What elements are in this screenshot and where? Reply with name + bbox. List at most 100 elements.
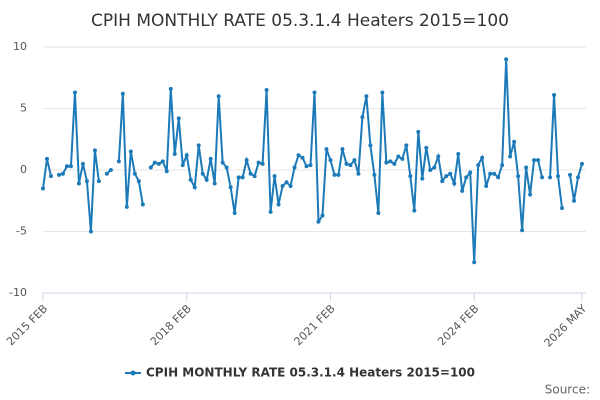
- point: [560, 206, 565, 211]
- point: [572, 198, 577, 203]
- point: [44, 156, 49, 161]
- point: [108, 168, 113, 172]
- point: [192, 185, 197, 190]
- x-tick-label: 2026 MAY: [542, 302, 590, 350]
- point: [400, 156, 405, 161]
- point: [316, 219, 321, 224]
- point: [264, 88, 269, 93]
- point: [276, 202, 281, 207]
- point: [336, 172, 341, 177]
- point: [304, 164, 309, 169]
- y-tick-label: 0: [20, 163, 27, 176]
- point: [280, 183, 285, 188]
- point: [196, 143, 201, 148]
- point: [580, 161, 584, 166]
- point: [456, 152, 461, 157]
- point: [292, 165, 297, 170]
- point: [348, 163, 353, 168]
- point: [240, 175, 245, 180]
- point: [312, 90, 317, 95]
- point: [460, 188, 465, 193]
- point: [372, 172, 377, 177]
- point: [236, 175, 241, 180]
- point: [352, 158, 357, 163]
- point: [148, 165, 153, 170]
- point: [268, 209, 273, 214]
- point: [556, 174, 561, 179]
- point: [364, 94, 369, 99]
- point: [408, 174, 413, 179]
- point: [436, 154, 441, 159]
- point: [532, 158, 537, 163]
- point: [516, 174, 521, 179]
- y-tick-label: -5: [16, 225, 27, 238]
- point: [224, 165, 229, 170]
- point: [296, 153, 301, 158]
- point: [344, 161, 349, 166]
- point: [552, 92, 557, 97]
- point: [444, 174, 449, 179]
- point: [288, 183, 293, 188]
- point: [72, 90, 77, 95]
- point: [340, 147, 345, 152]
- point: [396, 154, 401, 159]
- point: [384, 160, 389, 165]
- point: [92, 148, 97, 153]
- point: [256, 160, 261, 165]
- point: [128, 149, 133, 154]
- point: [412, 208, 417, 213]
- x-tick-label: 2018 FEB: [148, 302, 194, 348]
- point: [468, 170, 473, 175]
- point: [88, 229, 93, 234]
- point: [80, 161, 85, 166]
- point: [424, 145, 429, 150]
- point: [248, 171, 253, 176]
- point: [188, 177, 193, 182]
- point: [232, 211, 237, 216]
- point: [360, 115, 365, 120]
- point: [160, 159, 165, 164]
- point: [432, 165, 437, 170]
- point: [172, 152, 177, 157]
- point: [404, 143, 409, 148]
- point: [168, 86, 173, 91]
- point: [540, 175, 545, 180]
- point: [41, 186, 45, 191]
- chart-title: CPIH MONTHLY RATE 05.3.1.4 Heaters 2015=…: [91, 11, 509, 31]
- point: [244, 158, 249, 163]
- point: [184, 153, 189, 158]
- point: [132, 171, 137, 176]
- point: [480, 155, 485, 160]
- point: [120, 91, 125, 96]
- point: [428, 168, 433, 172]
- point: [64, 164, 69, 169]
- point: [308, 163, 313, 168]
- point: [200, 171, 205, 176]
- point: [568, 172, 573, 177]
- point: [48, 174, 53, 179]
- point: [284, 180, 289, 185]
- y-tick-label: 5: [20, 102, 27, 115]
- point: [220, 160, 225, 165]
- point: [68, 164, 73, 169]
- point: [272, 174, 277, 179]
- x-tick-label: 2021 FEB: [292, 302, 338, 348]
- point: [252, 174, 257, 179]
- point: [536, 158, 541, 163]
- point: [528, 192, 533, 197]
- point: [204, 177, 209, 182]
- point: [320, 213, 325, 218]
- point: [492, 171, 497, 176]
- point: [300, 155, 305, 160]
- point: [380, 90, 385, 95]
- y-tick-label: -10: [9, 286, 27, 299]
- point: [484, 183, 489, 188]
- point: [448, 171, 453, 176]
- point: [392, 161, 397, 166]
- point: [76, 181, 81, 186]
- point: [56, 172, 61, 177]
- point: [152, 160, 157, 165]
- point: [136, 179, 141, 184]
- point: [376, 211, 381, 216]
